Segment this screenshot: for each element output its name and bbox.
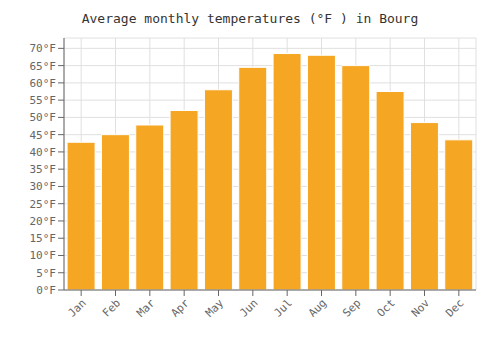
svg-text:Jun: Jun <box>237 296 260 319</box>
svg-text:50°F: 50°F <box>30 111 57 124</box>
svg-text:Oct: Oct <box>375 296 398 319</box>
svg-text:60°F: 60°F <box>30 77 57 90</box>
svg-text:20°F: 20°F <box>30 215 57 228</box>
html-text:Average monthly temperatures (: Average monthly temperatures (°F ) in Bo… <box>81 11 419 26</box>
svg-text:Sep: Sep <box>340 296 363 319</box>
svg-text:35°F: 35°F <box>30 163 57 176</box>
svg-text:Jul: Jul <box>272 296 295 319</box>
svg-text:Feb: Feb <box>100 296 123 319</box>
svg-text:65°F: 65°F <box>30 60 57 73</box>
svg-text:Apr: Apr <box>169 296 193 320</box>
svg-text:10°F: 10°F <box>30 249 57 262</box>
svg-text:70°F: 70°F <box>30 42 57 55</box>
svg-text:15°F: 15°F <box>30 232 57 245</box>
svg-text:Aug: Aug <box>306 296 329 319</box>
svg-text:55°F: 55°F <box>30 94 57 107</box>
svg-text:May: May <box>203 296 227 320</box>
svg-text:Dec: Dec <box>443 296 466 319</box>
svg-text:Mar: Mar <box>134 296 158 320</box>
svg-text:25°F: 25°F <box>30 198 57 211</box>
svg-text:45°F: 45°F <box>30 129 57 142</box>
svg-text:Jan: Jan <box>66 296 89 319</box>
svg-text:Nov: Nov <box>409 296 433 320</box>
svg-text:40°F: 40°F <box>30 146 57 159</box>
svg-text:30°F: 30°F <box>30 180 57 193</box>
svg-text:0°F: 0°F <box>36 284 56 297</box>
svg-text:5°F: 5°F <box>36 267 56 280</box>
